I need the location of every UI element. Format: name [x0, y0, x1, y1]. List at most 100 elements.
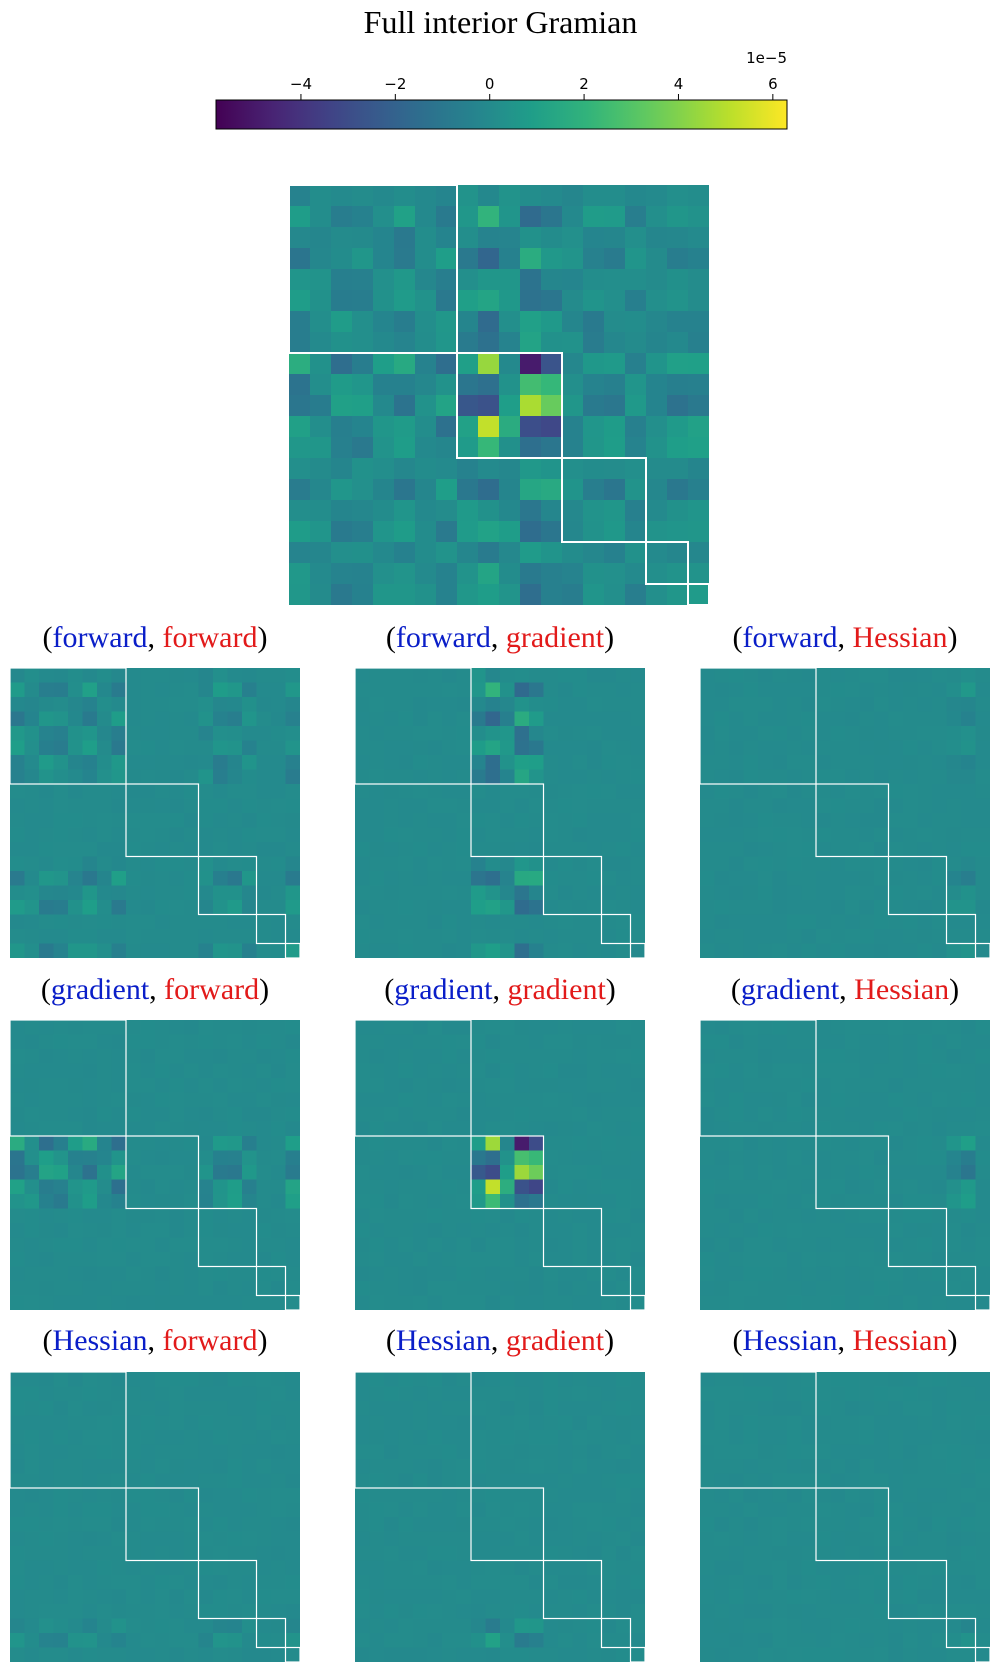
heatmap-cell — [529, 1575, 544, 1590]
block-boundary — [600, 913, 632, 945]
heatmap-cell — [874, 1618, 889, 1634]
heatmap-cell — [155, 1488, 170, 1503]
heatmap-cell — [289, 479, 311, 501]
heatmap-cell — [572, 842, 588, 857]
heatmap-cell — [394, 332, 416, 354]
heatmap-cell — [97, 1281, 112, 1296]
heatmap-cell — [478, 479, 500, 501]
heatmap-cell — [772, 1237, 788, 1253]
heatmap-cell — [373, 563, 395, 585]
heatmap-cell — [82, 1121, 98, 1137]
heatmap-cell — [456, 784, 472, 799]
heatmap-cell — [369, 1546, 385, 1561]
heatmap-cell — [514, 1502, 530, 1518]
heatmap-cell — [500, 943, 515, 958]
heatmap-cell — [562, 563, 584, 585]
heatmap-cell — [830, 1107, 846, 1122]
heatmap-cell — [830, 1372, 846, 1387]
heatmap-cell — [471, 1165, 486, 1180]
heatmap-cell — [743, 1252, 759, 1267]
heatmap-cell — [917, 1252, 933, 1267]
heatmap-cell — [10, 1208, 25, 1224]
heatmap-cell — [541, 500, 563, 522]
heatmap-cell — [816, 1194, 831, 1209]
heatmap-cell — [529, 1459, 544, 1474]
heatmap-cell — [932, 1647, 947, 1662]
heatmap-cell — [10, 1604, 25, 1619]
heatmap-cell — [529, 769, 544, 785]
heatmap-cell — [289, 206, 311, 228]
heatmap-cell — [946, 1459, 962, 1474]
heatmap-cell — [917, 1020, 933, 1035]
heatmap-cell — [456, 1589, 472, 1605]
heatmap-cell — [874, 885, 889, 901]
heatmap-cell — [213, 1415, 228, 1431]
heatmap-cell — [845, 1604, 860, 1619]
heatmap-cell — [82, 1078, 98, 1093]
heatmap-cell — [384, 1266, 399, 1282]
heatmap-cell — [271, 1372, 286, 1387]
heatmap-cell — [140, 726, 156, 741]
heatmap-cell — [616, 1252, 631, 1267]
heatmap-cell — [845, 740, 860, 756]
heatmap-cell — [184, 914, 199, 930]
heatmap-cell — [256, 1237, 272, 1253]
heatmap-cell — [456, 1401, 472, 1416]
heatmap-cell — [758, 871, 773, 886]
heatmap-cell — [256, 1252, 272, 1267]
heatmap-cell — [758, 668, 773, 683]
heatmap-cell — [256, 1386, 272, 1402]
heatmap-cell — [500, 856, 515, 872]
heatmap-cell — [917, 1604, 933, 1619]
heatmap-cell — [946, 1517, 962, 1532]
heatmap-cell — [801, 1252, 817, 1267]
heatmap-cell — [82, 1049, 98, 1064]
heatmap-cell — [903, 668, 918, 683]
heatmap-cell — [729, 914, 744, 930]
heatmap-cell — [155, 1208, 170, 1224]
heatmap-cell — [587, 1150, 602, 1166]
heatmap-cell — [427, 1295, 443, 1310]
heatmap-cell — [169, 943, 185, 958]
heatmap-cell — [830, 1488, 846, 1503]
heatmap-cell — [903, 711, 918, 727]
heatmap-cell — [415, 374, 437, 396]
heatmap-cell — [456, 1136, 472, 1151]
heatmap-cell — [688, 458, 709, 480]
heatmap-cell — [874, 668, 889, 683]
heatmap-cell — [975, 1150, 990, 1166]
heatmap-cell — [743, 1078, 759, 1093]
heatmap-cell — [398, 1604, 414, 1619]
heatmap-cell — [874, 1165, 889, 1180]
heatmap-cell — [714, 1092, 730, 1108]
heatmap-cell — [874, 1266, 889, 1282]
heatmap-cell — [331, 416, 353, 438]
heatmap-cell — [457, 290, 479, 312]
heatmap-cell — [111, 1034, 127, 1050]
heatmap-cell — [874, 914, 889, 930]
heatmap-cell — [743, 1502, 759, 1518]
heatmap-cell — [903, 1546, 918, 1561]
heatmap-cell — [53, 1179, 69, 1195]
heatmap-cell — [801, 1078, 817, 1093]
heatmap-cell — [587, 668, 602, 683]
heatmap-cell — [543, 1517, 559, 1532]
heatmap-cell — [436, 185, 458, 207]
heatmap-cell — [816, 1473, 831, 1489]
heatmap-cell — [352, 395, 374, 417]
heatmap-cell — [97, 1295, 112, 1310]
heatmap-cell — [256, 1165, 272, 1180]
heatmap-cell — [39, 929, 54, 944]
heatmap-cell — [772, 1517, 788, 1532]
heatmap-cell — [213, 856, 228, 872]
heatmap-cell — [24, 871, 40, 886]
heatmap-cell — [961, 1121, 976, 1137]
heatmap-cell — [169, 1107, 185, 1122]
heatmap-cell — [961, 1575, 976, 1590]
heatmap-cell — [427, 1589, 443, 1605]
heatmap-cell — [514, 1546, 530, 1561]
heatmap-cell — [398, 1633, 414, 1648]
heatmap-cell — [82, 827, 98, 843]
heatmap-cell — [888, 1560, 904, 1576]
heatmap-cell — [111, 1372, 127, 1387]
